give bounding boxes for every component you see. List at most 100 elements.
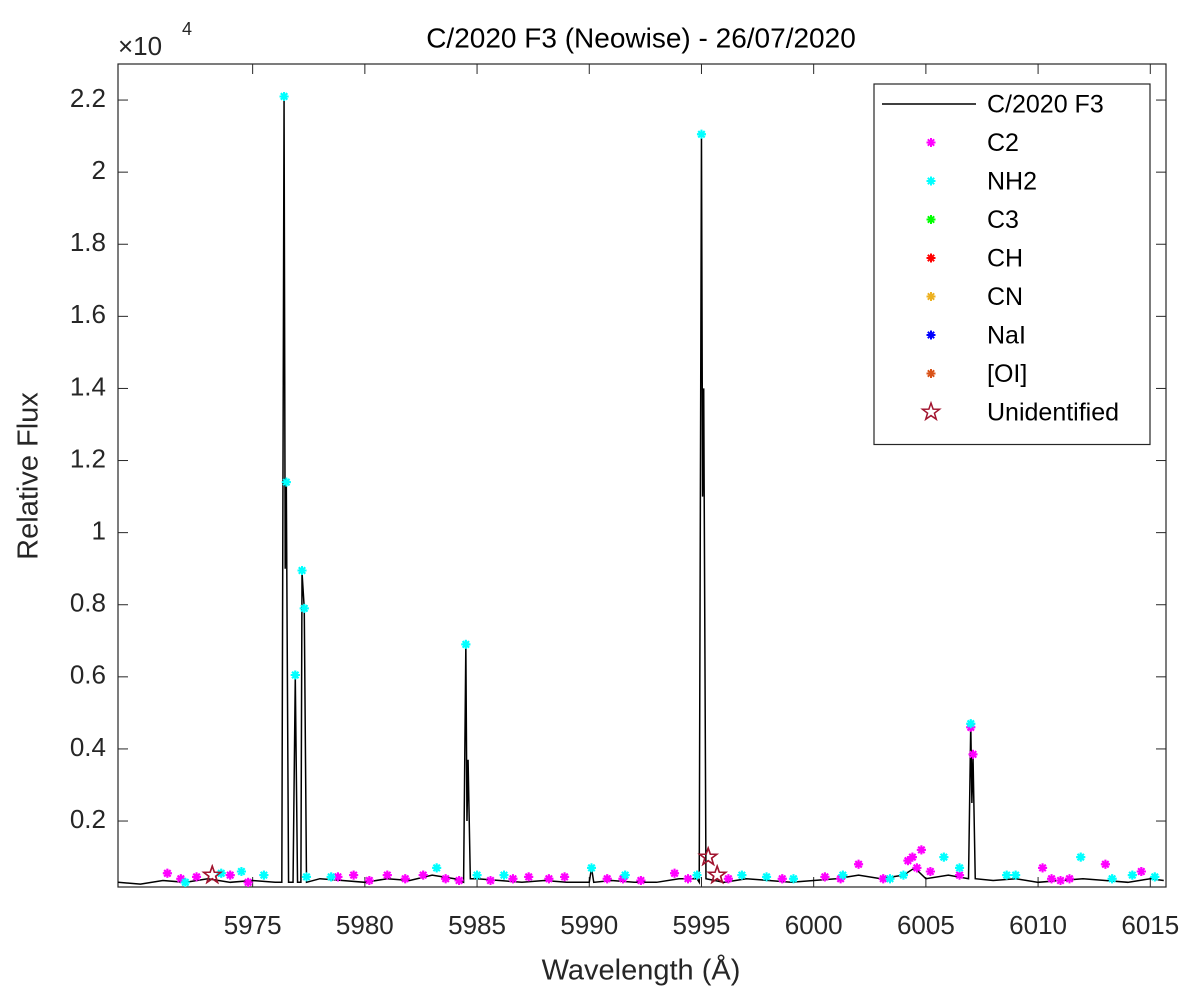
x-tick-label: 5975 <box>224 910 282 940</box>
legend-label: CH <box>987 245 1023 273</box>
x-tick-label: 5985 <box>448 910 506 940</box>
legend-label: CN <box>987 283 1023 311</box>
line-marker <box>1150 872 1160 882</box>
line-marker <box>281 477 291 487</box>
legend-box <box>873 83 1151 446</box>
line-marker <box>326 872 336 882</box>
line-marker <box>820 872 830 882</box>
legend-label: [OI] <box>987 360 1027 388</box>
line-marker <box>180 877 190 887</box>
line-marker <box>297 565 307 575</box>
line-marker <box>508 874 518 884</box>
y-multiplier-exponent: 4 <box>182 19 192 39</box>
legend-marker <box>926 176 936 186</box>
plot-frame <box>117 63 1167 888</box>
line-marker <box>418 870 428 880</box>
line-marker <box>925 866 935 876</box>
legend-marker <box>920 400 942 422</box>
spectrum-line <box>117 96 1164 885</box>
line-marker <box>544 874 554 884</box>
line-marker <box>670 868 680 878</box>
line-marker <box>1056 876 1066 886</box>
line-marker <box>216 868 226 878</box>
line-marker <box>236 866 246 876</box>
line-marker <box>499 870 509 880</box>
line-marker <box>486 876 496 886</box>
line-marker <box>1127 870 1137 880</box>
line-marker <box>777 874 787 884</box>
line-marker <box>382 870 392 880</box>
y-tick-label: 1.6 <box>70 299 106 329</box>
line-marker <box>1038 863 1048 873</box>
line-marker <box>1100 859 1110 869</box>
line-marker <box>1047 874 1057 884</box>
legend-label: C2 <box>987 129 1019 157</box>
line-marker <box>587 863 597 873</box>
line-marker <box>259 870 269 880</box>
legend-label: C/2020 F3 <box>987 91 1104 119</box>
line-marker <box>1011 870 1021 880</box>
line-marker <box>968 749 978 759</box>
y-tick-label: 0.8 <box>70 588 106 618</box>
line-marker <box>176 874 186 884</box>
line-marker <box>400 874 410 884</box>
line-marker <box>299 603 309 613</box>
line-marker <box>683 874 693 884</box>
line-marker <box>696 129 706 139</box>
line-marker <box>243 877 253 887</box>
legend-marker <box>926 138 936 147</box>
line-marker <box>636 876 646 886</box>
line-marker <box>461 639 471 649</box>
line-marker <box>302 872 312 882</box>
line-marker <box>162 868 172 878</box>
x-tick-label: 5995 <box>673 910 731 940</box>
line-marker <box>955 870 965 880</box>
line-marker <box>966 719 976 729</box>
line-marker <box>279 91 289 101</box>
line-marker <box>838 870 848 880</box>
y-tick-label: 2 <box>92 155 106 185</box>
x-tick-label: 6015 <box>1121 910 1179 940</box>
y-tick-label: 0.4 <box>70 732 106 762</box>
legend-label: NaI <box>987 322 1026 350</box>
line-marker <box>524 872 534 882</box>
line-marker <box>620 870 630 880</box>
y-tick-label: 1 <box>92 516 106 546</box>
x-tick-label: 5980 <box>336 910 394 940</box>
line-marker <box>955 863 965 873</box>
y-tick-label: 2.2 <box>70 83 106 113</box>
x-tick-label: 6005 <box>897 910 955 940</box>
line-marker <box>1107 874 1117 884</box>
line-marker <box>1065 874 1074 884</box>
line-marker <box>692 870 702 880</box>
line-marker <box>907 852 917 862</box>
line-marker <box>912 863 922 873</box>
line-marker <box>878 874 888 884</box>
line-marker <box>916 845 926 855</box>
line-marker <box>1002 870 1012 880</box>
legend-marker <box>926 330 936 340</box>
line-marker <box>441 874 451 884</box>
chart-title: C/2020 F3 (Neowise) - 26/07/2020 <box>426 22 856 53</box>
line-marker <box>472 870 482 880</box>
unidentified-marker <box>201 863 223 885</box>
line-marker <box>898 870 908 880</box>
y-tick-label: 1.2 <box>70 443 106 473</box>
line-marker <box>1076 852 1086 862</box>
x-tick-label: 6010 <box>1009 910 1067 940</box>
legend-marker <box>926 215 936 224</box>
legend-marker <box>926 292 936 301</box>
x-axis-label: Wavelength (Å) <box>542 954 741 987</box>
legend-marker <box>926 253 936 263</box>
y-tick-label: 0.2 <box>70 804 106 834</box>
line-marker <box>333 872 343 882</box>
line-marker <box>762 872 772 882</box>
line-marker <box>290 670 300 680</box>
legend-label: C3 <box>987 206 1019 234</box>
line-marker <box>349 870 359 880</box>
unidentified-marker <box>706 863 728 885</box>
x-tick-label: 6000 <box>785 910 843 940</box>
line-marker <box>903 856 913 866</box>
line-marker <box>939 852 949 862</box>
